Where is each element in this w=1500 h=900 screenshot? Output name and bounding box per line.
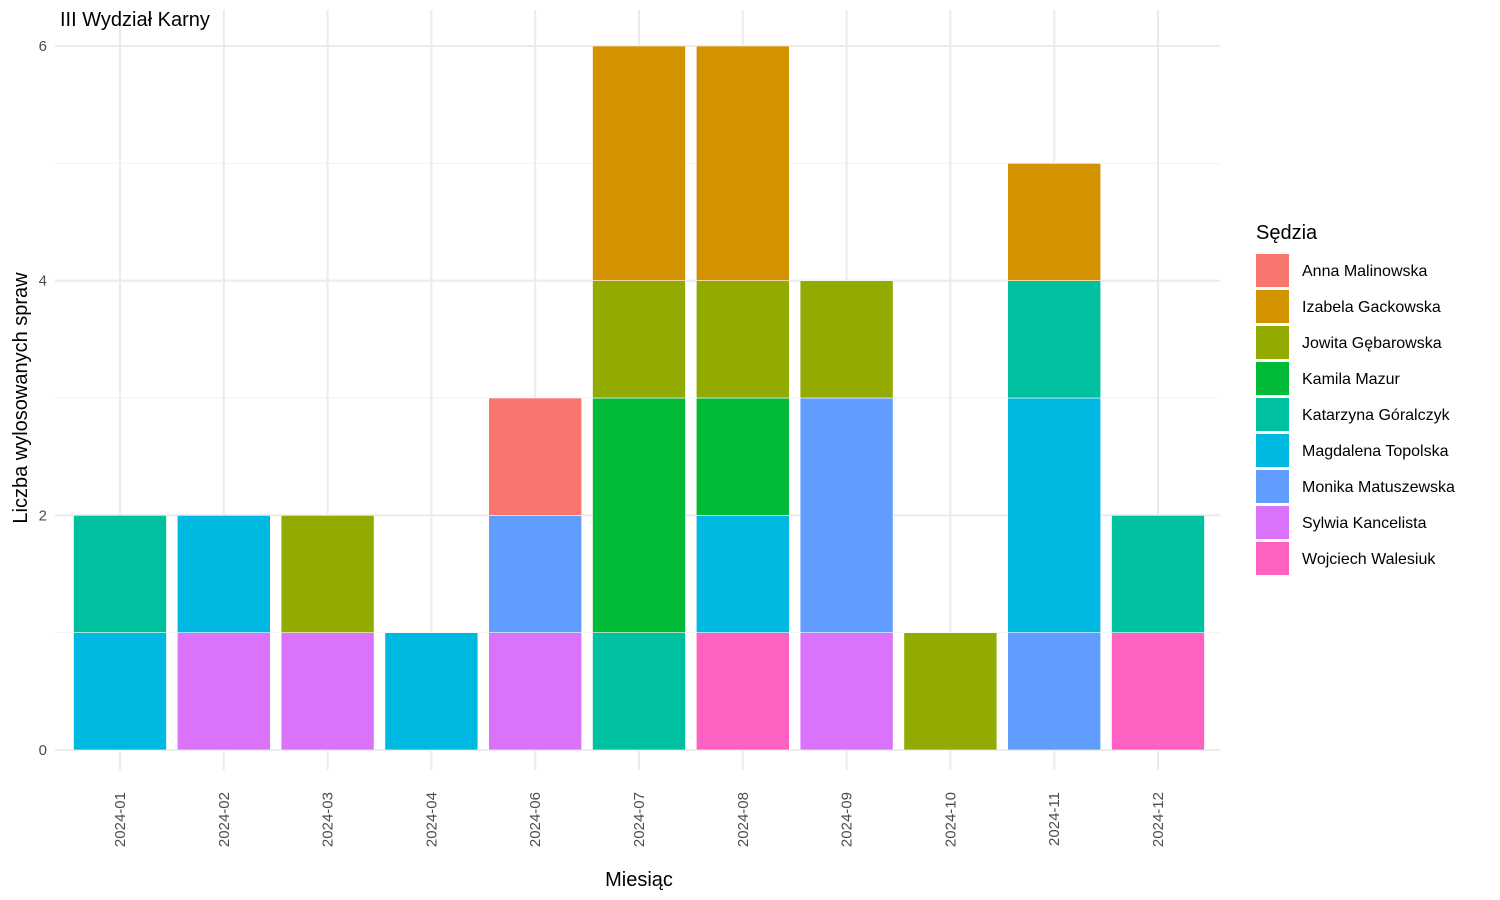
legend-key (1256, 398, 1289, 431)
bar-segment (695, 515, 790, 633)
bar-segment (488, 397, 583, 516)
legend-label: Jowita Gębarowska (1302, 335, 1442, 352)
x-tick-label: 2024-08 (735, 792, 752, 847)
bar-segment (280, 515, 375, 633)
bar-segment (695, 45, 790, 281)
legend-label: Izabela Gackowska (1302, 299, 1441, 316)
bar-segment (799, 280, 894, 399)
x-tick-label: 2024-04 (423, 792, 440, 847)
y-axis-title: Liczba wylosowanych spraw (10, 272, 32, 524)
legend-label: Anna Malinowska (1302, 263, 1428, 280)
bar-segment (1007, 397, 1102, 633)
legend-key (1256, 254, 1289, 287)
legend-title: Sędzia (1256, 222, 1318, 244)
legend-key (1256, 290, 1289, 323)
legend-key (1256, 362, 1289, 395)
legend-key (1256, 542, 1289, 575)
bar-segment (592, 280, 686, 399)
legend-label: Monika Matuszewska (1302, 479, 1455, 496)
x-tick-label: 2024-12 (1150, 792, 1167, 847)
x-axis-title: Miesiąc (605, 869, 673, 891)
bar-segment (592, 397, 686, 633)
chart-title: III Wydział Karny (60, 9, 210, 31)
legend-key (1256, 434, 1289, 467)
bar-segment (903, 632, 998, 751)
x-tick-label: 2024-03 (320, 792, 337, 847)
x-tick-label: 2024-06 (527, 792, 544, 847)
legend-label: Sylwia Kancelista (1302, 515, 1427, 532)
bar-segment (73, 515, 167, 633)
x-tick-label: 2024-10 (942, 792, 959, 847)
bar-segment (695, 632, 790, 751)
x-tick-label: 2024-01 (112, 792, 129, 847)
bar-segment (695, 397, 790, 516)
x-tick-label: 2024-11 (1046, 792, 1063, 846)
bars-layer (73, 45, 1205, 751)
legend-label: Kamila Mazur (1302, 371, 1400, 388)
bar-segment (73, 632, 167, 751)
x-tick-label: 2024-07 (631, 792, 648, 847)
bar-segment (592, 45, 686, 281)
bar-segment (1007, 280, 1102, 399)
bar-segment (280, 632, 375, 751)
bar-segment (799, 397, 894, 633)
legend-label: Katarzyna Góralczyk (1302, 407, 1451, 424)
bar-segment (1007, 632, 1102, 751)
bar-segment (177, 632, 271, 751)
y-tick-label: 2 (39, 507, 47, 524)
bar-segment (799, 632, 894, 751)
bar-segment (592, 632, 686, 751)
y-tick-label: 4 (39, 273, 47, 290)
x-tick-label: 2024-09 (839, 792, 856, 847)
y-axis: 0 2 4 6 (39, 38, 47, 759)
bar-segment (488, 632, 583, 751)
bar-segment (177, 515, 271, 633)
legend-key (1256, 326, 1289, 359)
y-tick-label: 0 (39, 742, 47, 759)
y-tick-label: 6 (39, 38, 47, 55)
bar-segment (695, 280, 790, 399)
legend-key (1256, 470, 1289, 503)
x-axis: 2024-01 2024-02 2024-03 2024-04 2024-06 2024-… (112, 792, 1167, 847)
x-tick-label: 2024-02 (216, 792, 233, 847)
legend-label: Magdalena Topolska (1302, 443, 1449, 460)
bar-segment (488, 515, 583, 633)
legend-key (1256, 506, 1289, 539)
bar-segment (1007, 163, 1102, 281)
legend: Sędzia Anna Malinowska Izabela Gackowska J… (1256, 222, 1455, 575)
bar-segment (1111, 632, 1205, 751)
bar-segment (1111, 515, 1205, 633)
bar-segment (384, 632, 479, 751)
legend-label: Wojciech Walesiuk (1302, 551, 1436, 568)
